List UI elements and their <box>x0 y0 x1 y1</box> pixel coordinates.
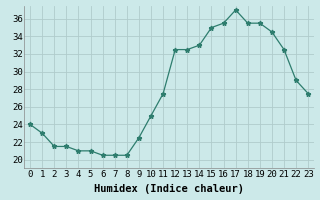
X-axis label: Humidex (Indice chaleur): Humidex (Indice chaleur) <box>94 184 244 194</box>
